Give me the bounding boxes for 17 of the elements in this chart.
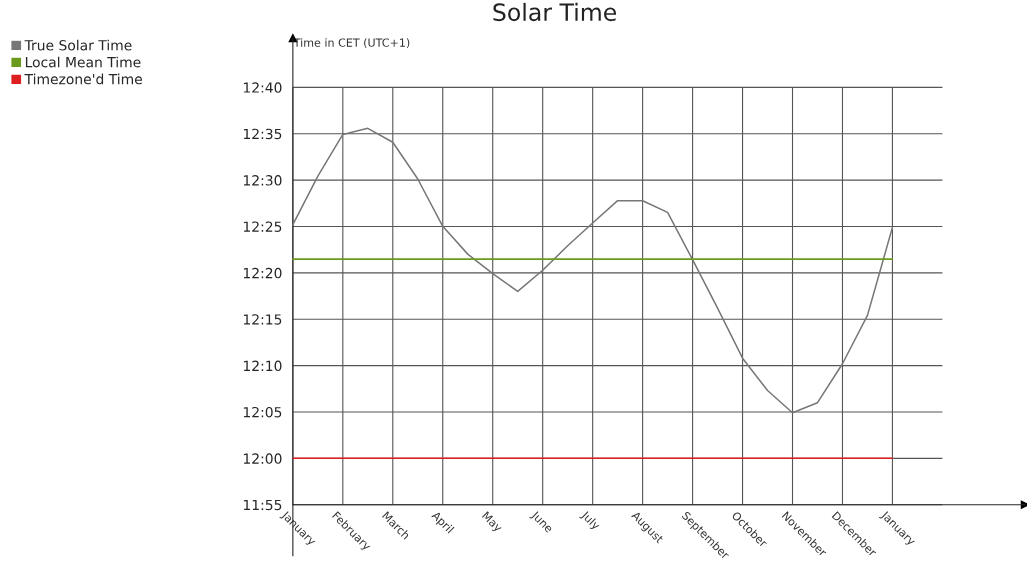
legend-label: True Solar Time (24, 39, 132, 51)
y-tick-label: 12:35 (243, 128, 282, 140)
y-tick-label: 12:00 (243, 453, 282, 464)
x-tick-label: July (579, 509, 601, 532)
y-tick-label: 12:10 (243, 360, 282, 372)
chart-title: Solar Time (493, 2, 617, 22)
y-tick-label: 12:25 (243, 221, 282, 232)
y-tick-label: 11:55 (243, 499, 282, 511)
y-tick-label: 12:40 (243, 82, 282, 93)
y-tick-label: 12:05 (243, 406, 282, 418)
y-tick-label: 12:15 (243, 314, 282, 325)
y-axis-title: Time in CET (UTC+1) (293, 38, 410, 49)
y-tick-label: 12:20 (243, 267, 282, 279)
legend-label: Timezone'd Time (24, 73, 142, 85)
y-tick-label: 12:30 (243, 175, 282, 186)
line-series (292, 127, 894, 414)
legend-label: Local Mean Time (25, 56, 141, 68)
